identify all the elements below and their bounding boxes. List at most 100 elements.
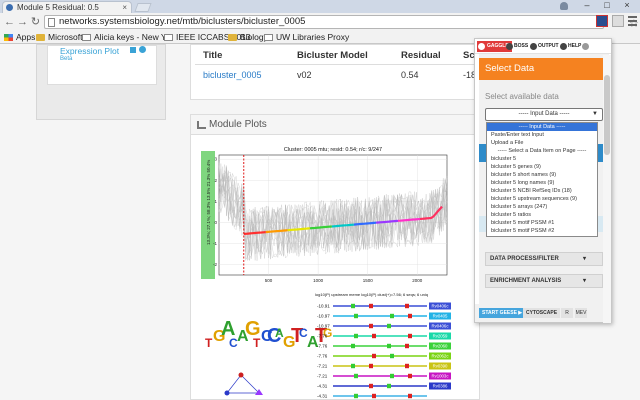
select-label: Select available data: [485, 92, 559, 101]
motif-site: [351, 343, 355, 349]
reload-icon[interactable]: ↻: [30, 16, 41, 28]
module-plots-title: Module Plots: [209, 119, 267, 130]
gene-tag-label: Rv2062c: [432, 354, 450, 359]
bookmark-label: Biology: [240, 32, 268, 42]
extension-icon[interactable]: [612, 15, 624, 27]
bicluster-link[interactable]: bicluster_0005: [203, 70, 262, 80]
dropdown-option[interactable]: bicluster 5 short names (9): [491, 172, 557, 178]
new-tab-button[interactable]: [134, 3, 152, 12]
back-icon[interactable]: ←: [4, 16, 15, 28]
chrome-menu-icon[interactable]: [628, 16, 637, 26]
boss-label: BOSS: [514, 43, 529, 49]
motif-site: [372, 353, 376, 359]
address-bar[interactable]: networks.systemsbiology.net/mtb/bicluste…: [44, 15, 639, 30]
col-header-title: Title: [203, 50, 223, 61]
motif-letter: A: [237, 328, 249, 345]
motif-letter: T: [291, 325, 303, 347]
dropdown-option[interactable]: ----- Select a Data Item on Page -----: [497, 148, 587, 154]
bookmark-label: IEEE ICCABS 2013: [176, 32, 251, 42]
gaggle-button[interactable]: GAGGLE: [477, 41, 512, 52]
close-window-button[interactable]: ×: [624, 0, 630, 10]
page-icon: [264, 34, 273, 41]
bookmark-label: Apps: [16, 32, 36, 42]
gene-tag-label: Rv0386: [433, 384, 448, 389]
user-profile-icon[interactable]: [560, 2, 568, 10]
data-select[interactable]: ----- Input Data ----- ▼: [485, 108, 603, 121]
r-button[interactable]: R: [561, 308, 573, 318]
dropdown-option[interactable]: bicluster 5 long names (9): [491, 180, 555, 186]
row-pvalue: -10.97: [317, 324, 330, 329]
dropdown-option[interactable]: bicluster 5 motif PSSM #2: [491, 228, 555, 234]
dropdown-option[interactable]: bicluster 5 ratios: [491, 212, 532, 218]
network-node: [224, 390, 230, 396]
output-icon: [530, 43, 537, 50]
model-cell: v02: [297, 70, 312, 80]
table-divider: [195, 64, 481, 65]
dropdown-option[interactable]: bicluster 5 arrays (247): [491, 204, 548, 210]
minimize-button[interactable]: –: [584, 0, 590, 10]
motif-site: [387, 343, 391, 349]
data-select-options[interactable]: ----- Input Data ----- Paste/Enter text I…: [486, 122, 598, 237]
bookmark-apps[interactable]: Apps: [4, 32, 35, 43]
residual-cell: 0.54: [401, 70, 419, 80]
attach-button[interactable]: [581, 41, 590, 52]
motif-site: [372, 393, 376, 399]
popup-bottom-bar: START GEESE ▶ CYTOSCAPE R MEV: [475, 304, 611, 322]
dropdown-option[interactable]: Upload a File: [491, 140, 524, 146]
expression-plot-card: Expression Plot Beta: [47, 45, 157, 85]
row-pvalue: -10.91: [317, 304, 330, 309]
dropdown-option[interactable]: bicluster 5 NCBI RefSeq IDs (18): [491, 188, 572, 194]
cytoscape-button[interactable]: CYTOSCAPE: [523, 308, 561, 318]
bookmark-microsoft[interactable]: Microsoft: [36, 32, 82, 43]
motif-letter: C: [267, 325, 281, 347]
enrichment-dropdown[interactable]: ENRICHMENT ANALYSIS ▾: [485, 274, 603, 288]
boss-button[interactable]: BOSS: [505, 41, 528, 52]
motif-letter: A: [275, 326, 284, 340]
gene-tag-label: Rv0406c: [432, 324, 450, 329]
background-series-line: [218, 162, 448, 261]
info-icon[interactable]: [139, 46, 146, 53]
tab-close-icon[interactable]: ×: [122, 3, 127, 12]
background-series-line: [218, 176, 448, 256]
enrichment-label: ENRICHMENT ANALYSIS: [490, 278, 562, 284]
motif-letter: T: [315, 325, 327, 347]
start-geese-button[interactable]: START GEESE ▶: [479, 308, 526, 318]
motif-site: [408, 373, 412, 379]
bookmark-uw-libraries[interactable]: UW Libraries Proxy: [264, 32, 349, 43]
gaggle-extension-icon[interactable]: [596, 15, 608, 27]
dropdown-option[interactable]: bicluster 5 genes (9): [491, 164, 541, 170]
motif-site: [351, 363, 355, 369]
dropdown-option[interactable]: Paste/Enter text Input: [491, 132, 544, 138]
maximize-button[interactable]: □: [604, 0, 610, 10]
row-pvalue: -7.76: [317, 334, 328, 339]
bookmark-ieee[interactable]: IEEE ICCABS 2013: [164, 32, 251, 43]
browser-tab[interactable]: Module 5 Residual: 0.5 ×: [2, 1, 132, 13]
grid-icon[interactable]: [130, 47, 136, 53]
output-label: OUTPUT: [538, 43, 559, 49]
bookmark-alicia-keys[interactable]: Alicia keys - New Y: [82, 32, 167, 43]
motif-site: [354, 313, 358, 319]
background-series-line: [218, 174, 448, 253]
bookmark-biology[interactable]: Biology: [228, 32, 268, 43]
mev-button[interactable]: MEV: [575, 308, 587, 318]
y-tick-label: 3: [214, 157, 217, 162]
gene-tag: [429, 362, 451, 370]
x-tick-label: 500: [265, 278, 273, 283]
gene-tag-label: Rv0405: [433, 314, 448, 319]
help-button[interactable]: HELP: [559, 41, 581, 52]
expression-plot-link[interactable]: Expression Plot: [60, 46, 120, 56]
col-header-residual: Residual: [401, 50, 441, 61]
forward-icon[interactable]: →: [17, 16, 28, 28]
popup-scrollbar[interactable]: [603, 55, 611, 323]
dropdown-option[interactable]: bicluster 5 motif PSSM #1: [491, 220, 555, 226]
row-pvalue: -7.76: [317, 354, 328, 359]
output-button[interactable]: OUTPUT: [529, 41, 559, 52]
bookmark-label: Alicia keys - New Y: [94, 32, 167, 42]
data-process-dropdown[interactable]: DATA PROCESS/FILTER ▾: [485, 252, 603, 266]
dropdown-option[interactable]: bicluster 5 upstream sequences (9): [491, 196, 577, 202]
dropdown-option[interactable]: ----- Input Data -----: [487, 123, 597, 131]
dropdown-option[interactable]: bicluster 5: [491, 156, 517, 162]
chart-side-band: [201, 151, 215, 279]
scroll-thumb[interactable]: [604, 75, 610, 155]
motif-letter: T: [253, 336, 261, 350]
